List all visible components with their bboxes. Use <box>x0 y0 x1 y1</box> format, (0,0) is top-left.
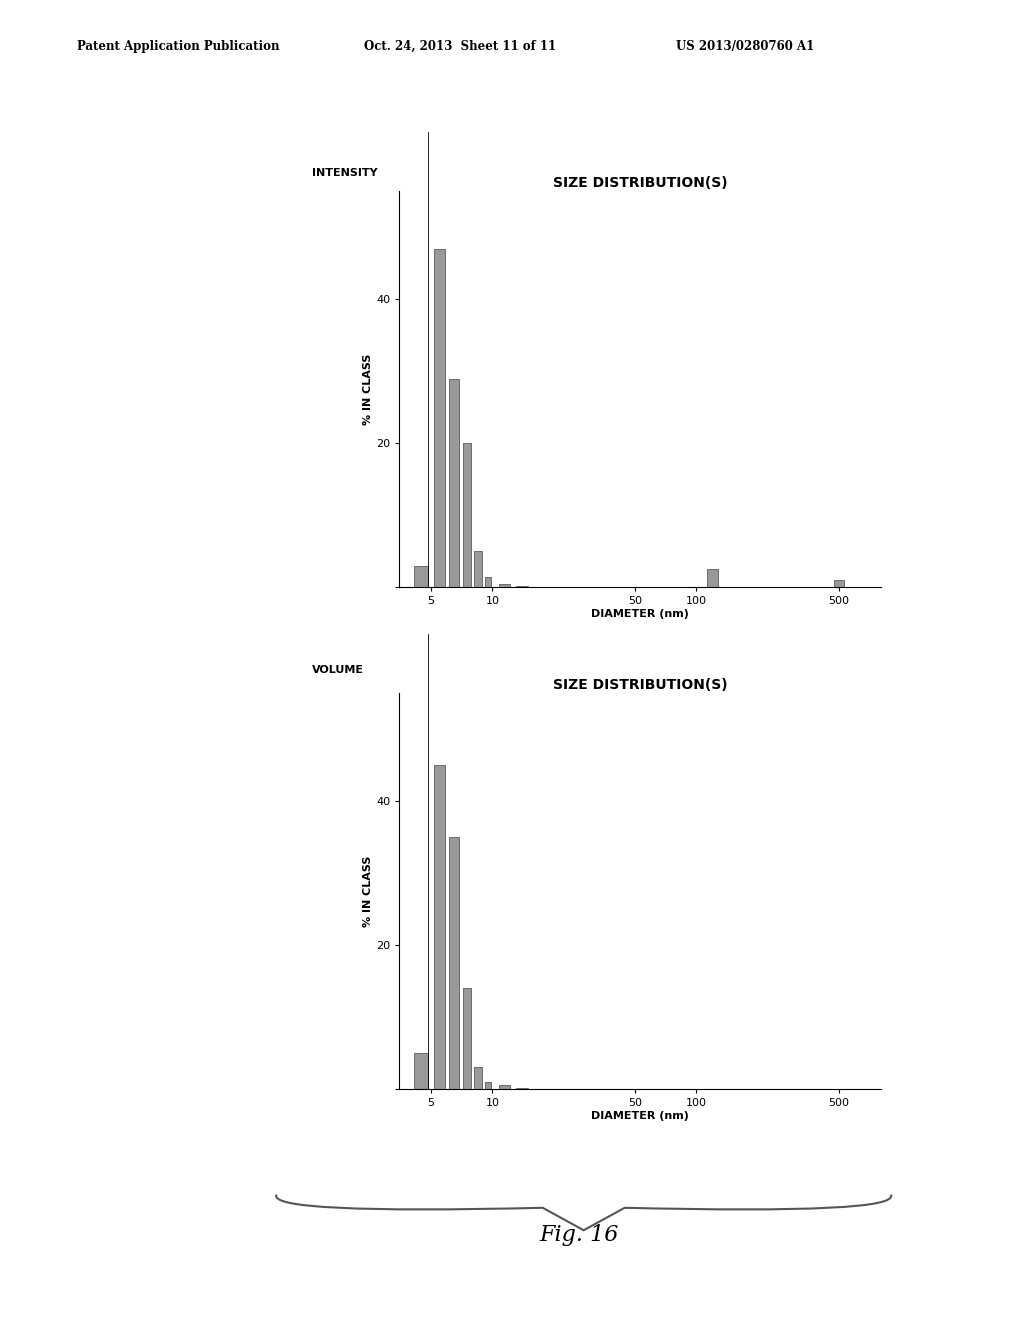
Bar <box>450 837 459 1089</box>
Text: Patent Application Publication: Patent Application Publication <box>77 40 280 53</box>
Y-axis label: % IN CLASS: % IN CLASS <box>364 354 374 425</box>
Bar <box>463 989 471 1089</box>
Bar <box>484 577 492 587</box>
Bar <box>433 249 444 587</box>
Bar <box>499 1085 510 1089</box>
Title: SIZE DISTRIBUTION(S): SIZE DISTRIBUTION(S) <box>553 177 727 190</box>
Bar <box>415 1053 428 1089</box>
Bar <box>415 566 428 587</box>
Bar <box>433 766 444 1089</box>
Text: US 2013/0280760 A1: US 2013/0280760 A1 <box>676 40 814 53</box>
Text: VOLUME: VOLUME <box>312 665 365 676</box>
Bar <box>450 379 459 587</box>
X-axis label: DIAMETER (nm): DIAMETER (nm) <box>591 610 689 619</box>
Bar <box>484 1082 492 1089</box>
Y-axis label: % IN CLASS: % IN CLASS <box>364 855 374 927</box>
Bar <box>516 1088 528 1089</box>
Bar <box>499 583 510 587</box>
Text: Fig. 16: Fig. 16 <box>539 1224 618 1246</box>
Bar <box>707 569 718 587</box>
Bar <box>516 586 528 587</box>
Text: INTENSITY: INTENSITY <box>312 168 378 178</box>
Bar <box>474 1068 481 1089</box>
Bar <box>463 444 471 587</box>
Bar <box>474 552 481 587</box>
Text: Oct. 24, 2013  Sheet 11 of 11: Oct. 24, 2013 Sheet 11 of 11 <box>364 40 556 53</box>
Bar <box>834 581 844 587</box>
X-axis label: DIAMETER (nm): DIAMETER (nm) <box>591 1111 689 1121</box>
Title: SIZE DISTRIBUTION(S): SIZE DISTRIBUTION(S) <box>553 678 727 692</box>
